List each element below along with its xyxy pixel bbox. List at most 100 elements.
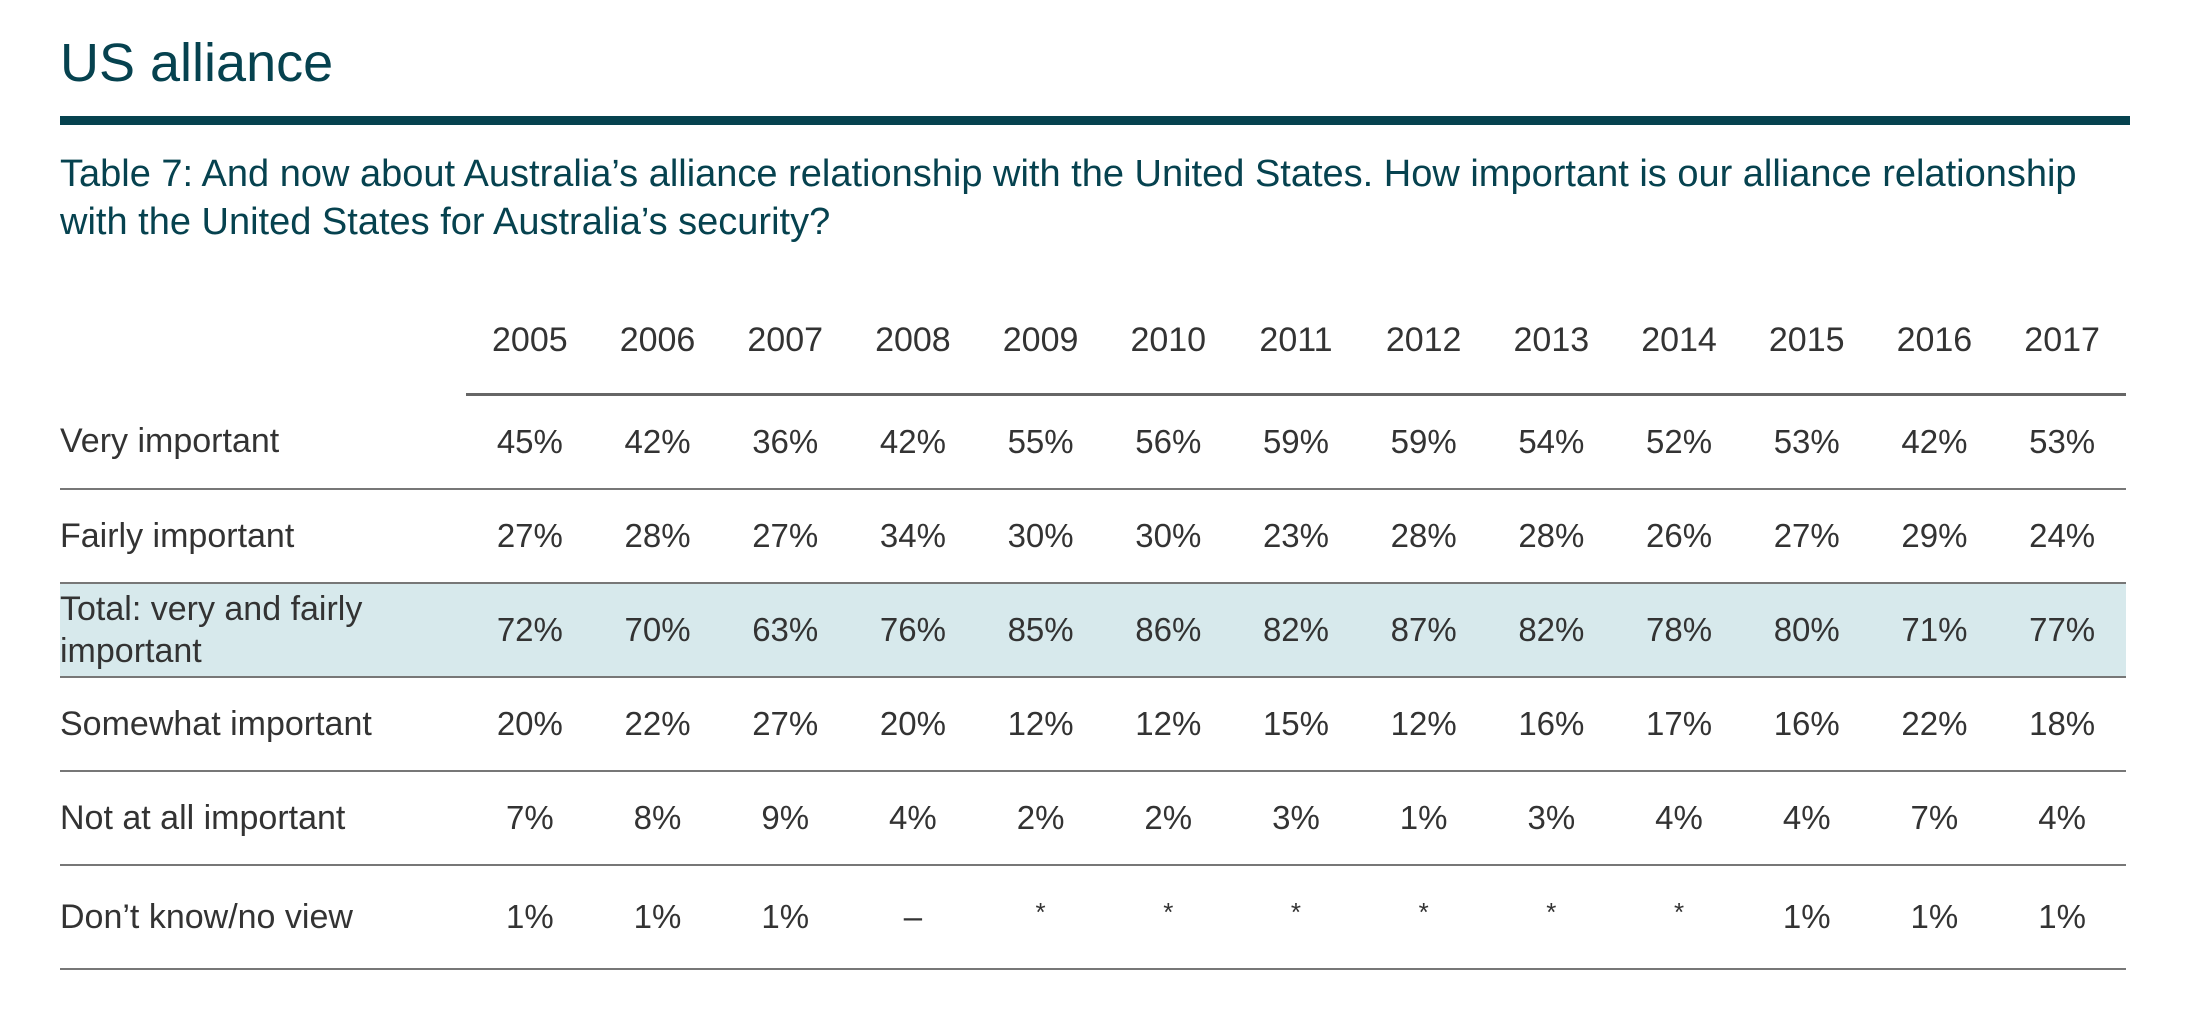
table-cell: *: [1359, 865, 1488, 970]
table-cell: 20%: [466, 677, 594, 772]
table-row: Not at all important 7% 8% 9% 4% 2% 2% 3% 1% 3% 4%…: [60, 771, 2126, 866]
table-cell: 24%: [1998, 489, 2126, 584]
table-cell: 63%: [721, 583, 850, 678]
data-table: 2005 2006 2007 2008 2009 2010 2011 2012 2013 2014…: [60, 287, 2126, 970]
column-header-2008: 2008: [849, 287, 977, 396]
table-cell: 82%: [1487, 583, 1616, 678]
column-header-2005: 2005: [466, 287, 594, 396]
column-header-2006: 2006: [593, 287, 722, 396]
column-header-2009: 2009: [976, 287, 1105, 396]
table-cell: 80%: [1742, 583, 1871, 678]
table-cell: 71%: [1870, 583, 1999, 678]
row-label: Don’t know/no view: [60, 865, 466, 970]
table-cell: –: [849, 865, 977, 970]
table-cell: 9%: [721, 771, 850, 866]
row-label: Somewhat important: [60, 677, 466, 772]
table-cell: 7%: [1870, 771, 1999, 866]
table-cell: *: [1104, 865, 1233, 970]
table-cell: *: [1487, 865, 1616, 970]
column-header-2016: 2016: [1870, 287, 1999, 396]
header-row: 2005 2006 2007 2008 2009 2010 2011 2012 2013 2014…: [60, 287, 2126, 396]
table-cell: 4%: [1998, 771, 2126, 866]
table-cell: 54%: [1487, 394, 1616, 490]
column-header-2014: 2014: [1615, 287, 1743, 396]
table-cell: 18%: [1998, 677, 2126, 772]
table-cell: 3%: [1487, 771, 1616, 866]
column-header-2011: 2011: [1232, 287, 1360, 396]
table-cell: 45%: [466, 394, 594, 490]
table-cell: 16%: [1487, 677, 1616, 772]
table-cell: 30%: [1104, 489, 1233, 584]
table-row: Somewhat important 20% 22% 27% 20% 12% 12% 15% 1…: [60, 677, 2126, 772]
table-cell: 56%: [1104, 394, 1233, 490]
table-cell: 1%: [1359, 771, 1488, 866]
table-cell: 22%: [593, 677, 722, 772]
column-header-2010: 2010: [1104, 287, 1233, 396]
table-row: Total: very and fairly important 72% 70% 63…: [60, 583, 2126, 678]
table-cell: 29%: [1870, 489, 1999, 584]
column-header-2012: 2012: [1359, 287, 1488, 396]
column-header-2015: 2015: [1742, 287, 1871, 396]
table-cell: 53%: [1742, 394, 1871, 490]
table-cell: 42%: [593, 394, 722, 490]
table-cell: 12%: [976, 677, 1105, 772]
table-cell: 42%: [1870, 394, 1999, 490]
table-cell: *: [976, 865, 1105, 970]
table-cell: 70%: [593, 583, 722, 678]
table-cell: 2%: [1104, 771, 1233, 866]
table-cell: 52%: [1615, 394, 1743, 490]
row-label: Not at all important: [60, 771, 466, 866]
table-cell: 76%: [849, 583, 977, 678]
table-cell: 15%: [1232, 677, 1360, 772]
table-cell: 28%: [1359, 489, 1488, 584]
table-cell: *: [1232, 865, 1360, 970]
table-cell: 27%: [1742, 489, 1871, 584]
table-cell: 4%: [1742, 771, 1871, 866]
table-cell: 3%: [1232, 771, 1360, 866]
table-cell: 27%: [721, 677, 850, 772]
column-header-2013: 2013: [1487, 287, 1616, 396]
section-title: US alliance: [60, 33, 334, 93]
table-cell: 23%: [1232, 489, 1360, 584]
table-cell: 17%: [1615, 677, 1743, 772]
table-cell: 2%: [976, 771, 1105, 866]
table-cell: 85%: [976, 583, 1105, 678]
table-cell: 59%: [1232, 394, 1360, 490]
table-caption: Table 7: And now about Australia’s allia…: [60, 153, 2077, 243]
row-label: Total: very and fairly important: [60, 583, 466, 678]
table-cell: 59%: [1359, 394, 1488, 490]
header-blank-cell: [60, 287, 466, 395]
table-cell: 28%: [593, 489, 722, 584]
table-cell: 34%: [849, 489, 977, 584]
table-cell: 87%: [1359, 583, 1488, 678]
table-cell: 77%: [1998, 583, 2126, 678]
table-cell: 55%: [976, 394, 1105, 490]
table-cell: 1%: [1870, 865, 1999, 970]
table-cell: 1%: [1998, 865, 2126, 970]
table-cell: 28%: [1487, 489, 1616, 584]
table-cell: 27%: [721, 489, 850, 584]
table-cell: 27%: [466, 489, 594, 584]
table-cell: 53%: [1998, 394, 2126, 490]
table-cell: 1%: [466, 865, 594, 970]
table-cell: 78%: [1615, 583, 1743, 678]
table-row: Fairly important 27% 28% 27% 34% 30% 30% 23% 28%…: [60, 489, 2126, 584]
table-cell: 1%: [1742, 865, 1871, 970]
table-cell: 8%: [593, 771, 722, 866]
table-body: Very important 45% 42% 36% 42% 55% 56% 59% 59% 54…: [60, 394, 2126, 970]
table-cell: 4%: [1615, 771, 1743, 866]
table-cell: 42%: [849, 394, 977, 490]
title-rule: [60, 116, 2130, 125]
table-cell: 86%: [1104, 583, 1233, 678]
table-cell: 7%: [466, 771, 594, 866]
table-cell: 20%: [849, 677, 977, 772]
table-cell: 22%: [1870, 677, 1999, 772]
table-cell: 36%: [721, 394, 850, 490]
table-cell: 16%: [1742, 677, 1871, 772]
table-cell: *: [1615, 865, 1743, 970]
table-cell: 82%: [1232, 583, 1360, 678]
column-header-2017: 2017: [1998, 287, 2126, 396]
table-cell: 26%: [1615, 489, 1743, 584]
table-cell: 12%: [1359, 677, 1488, 772]
table-cell: 30%: [976, 489, 1105, 584]
